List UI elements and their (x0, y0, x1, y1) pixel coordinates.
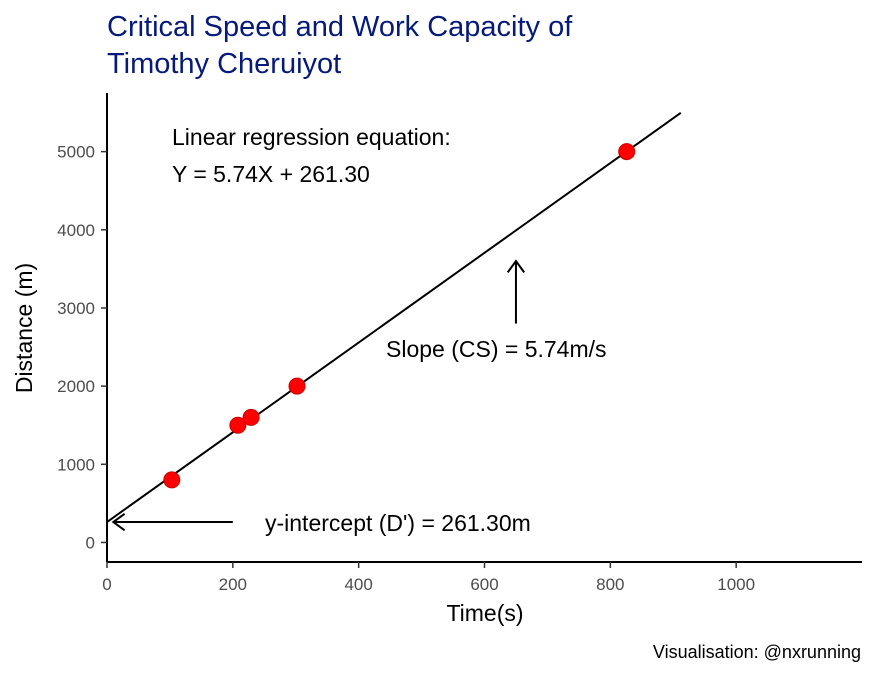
regression-line (106, 112, 682, 523)
x-axis-ticks: 0 200 400 600 800 1000 (102, 562, 755, 594)
intercept-arrow (111, 512, 233, 532)
x-axis-title: Time(s) (446, 600, 523, 626)
data-point (229, 416, 247, 434)
data-point (163, 471, 181, 489)
slope-label: Slope (CS) = 5.74m/s (386, 336, 607, 362)
x-tick-label: 800 (596, 575, 624, 594)
y-tick-label: 3000 (57, 299, 95, 318)
data-point (618, 143, 636, 161)
y-tick-label: 1000 (57, 455, 95, 474)
x-tick-label: 0 (102, 575, 111, 594)
y-axis-ticks: 0 1000 2000 3000 4000 5000 (57, 143, 107, 552)
y-tick-label: 2000 (57, 377, 95, 396)
equation-heading: Linear regression equation: (172, 124, 451, 150)
caption: Visualisation: @nxrunning (653, 642, 861, 662)
x-tick-label: 400 (344, 575, 372, 594)
regression-equation: Y = 5.74X + 261.30 (172, 161, 370, 187)
y-tick-label: 5000 (57, 143, 95, 162)
slope-arrow (506, 259, 525, 324)
y-axis-title: Distance (m) (11, 263, 37, 393)
x-tick-label: 200 (219, 575, 247, 594)
plot-area (106, 112, 682, 532)
chart-title-line-1: Critical Speed and Work Capacity of (107, 11, 573, 43)
slope-arrow-head (506, 259, 525, 273)
chart-title-line-2: Timothy Cheruiyot (107, 48, 341, 80)
intercept-arrow-head (111, 512, 126, 532)
y-tick-label: 0 (86, 533, 95, 552)
intercept-label: y-intercept (D') = 261.30m (265, 510, 531, 536)
x-tick-label: 600 (470, 575, 498, 594)
y-tick-label: 4000 (57, 221, 95, 240)
data-point (242, 408, 260, 426)
data-point (288, 377, 306, 395)
x-tick-label: 1000 (717, 575, 755, 594)
